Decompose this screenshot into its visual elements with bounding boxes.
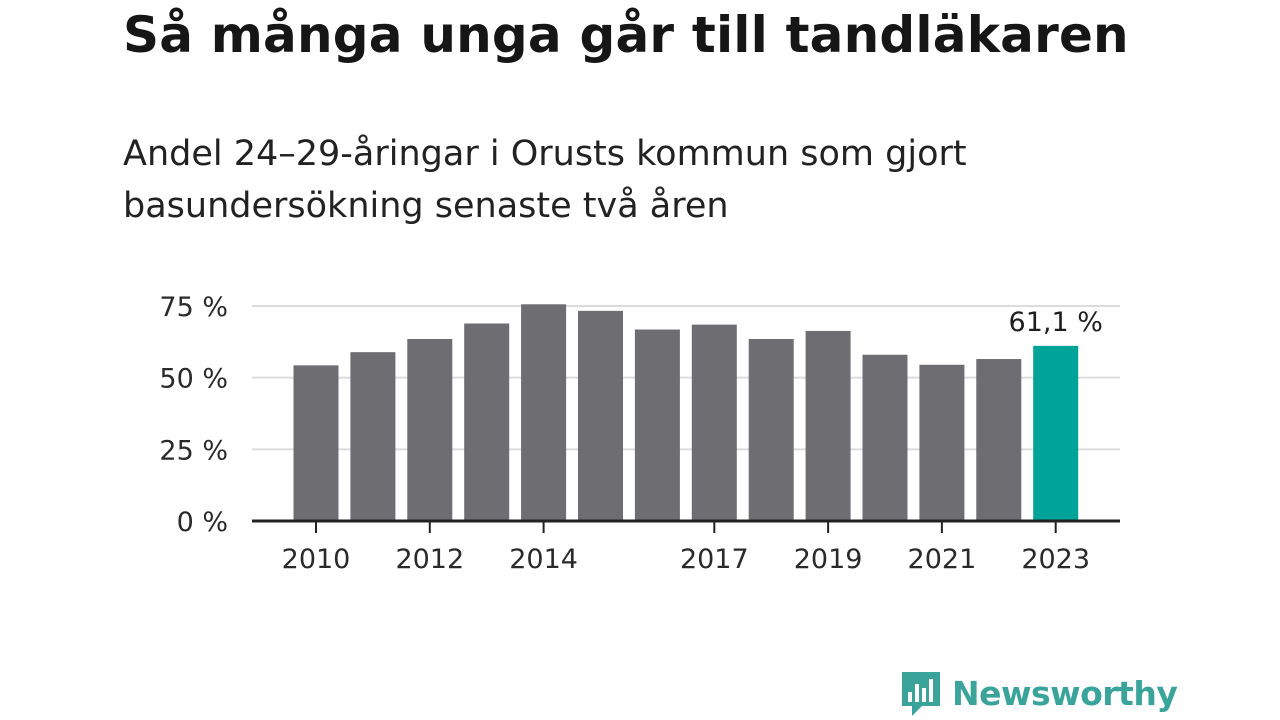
y-tick-label: 50 % (159, 364, 228, 395)
bar (407, 338, 453, 521)
bar (691, 324, 737, 521)
brand-name: Newsworthy (952, 673, 1178, 713)
bar (634, 329, 680, 521)
x-tick-label: 2017 (680, 544, 749, 575)
y-tick-label: 75 % (159, 292, 228, 323)
bar-highlight (1033, 345, 1079, 521)
brand-logo: Newsworthy (900, 668, 1178, 718)
bar (521, 304, 567, 521)
data-label-highlight: 61,1 % (1009, 307, 1103, 338)
bar (293, 365, 339, 521)
bar (748, 338, 794, 521)
x-tick-label: 2014 (509, 544, 578, 575)
y-tick-label: 0 % (177, 507, 228, 538)
bar (464, 323, 510, 521)
bar (919, 364, 965, 521)
chart-subtitle: Andel 24–29-åringar i Orusts kommun som … (123, 134, 967, 226)
x-tick-label: 2012 (395, 544, 464, 575)
bar (805, 330, 851, 521)
bar (862, 354, 908, 521)
newsworthy-chart-bubble-icon (902, 672, 940, 716)
x-tick-label: 2021 (908, 544, 977, 575)
bar (578, 310, 623, 521)
bar (976, 359, 1022, 521)
x-tick-label: 2010 (282, 544, 351, 575)
chart-title: Så många unga går till tandläkaren (123, 6, 1129, 64)
x-tick-label: 2019 (794, 544, 863, 575)
bar (350, 352, 396, 521)
x-tick-label: 2023 (1021, 544, 1090, 575)
y-tick-label: 25 % (159, 435, 228, 466)
